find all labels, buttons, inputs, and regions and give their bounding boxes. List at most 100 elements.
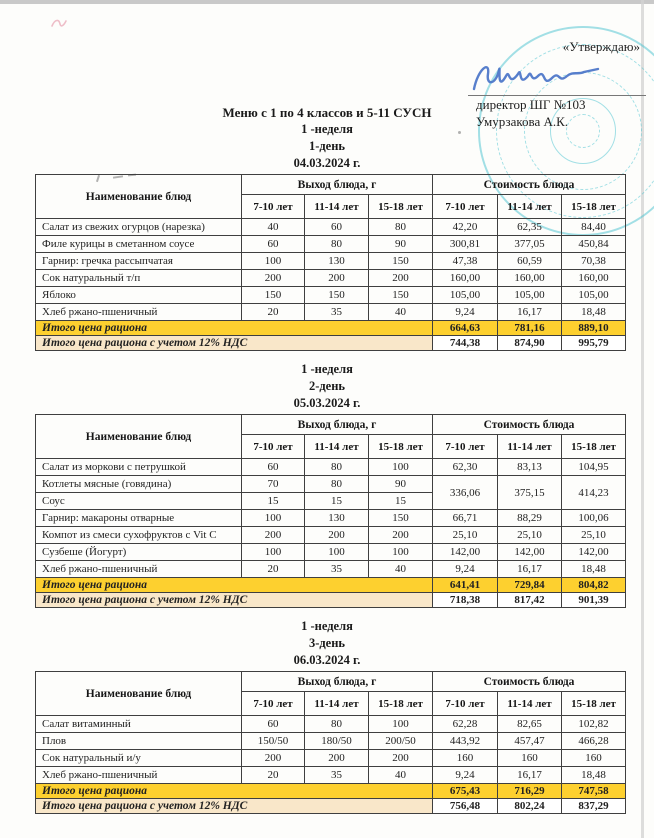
header-row-groups: Наименование блюд Выход блюда, г Стоимость…	[35, 414, 627, 459]
cost-value: 16,17	[497, 766, 563, 784]
output-value: 150	[367, 509, 434, 527]
dish-row: Сок натуральный т/п 200 200 200 160,00 160,00…	[35, 269, 627, 287]
col-header-age: 7-10 лет	[241, 434, 305, 459]
output-value: 15	[367, 492, 434, 510]
output-value: 60	[241, 458, 305, 476]
cost-value: 16,17	[497, 560, 563, 578]
cost-value: 300,81	[432, 235, 499, 253]
cost-value: 25,10	[561, 526, 627, 544]
dish-name: Гарнир: макароны отварные	[35, 509, 242, 527]
total-value: 664,63	[432, 320, 499, 336]
dish-row: Салат витаминный 60 80 100 62,28 82,65 102,82	[35, 715, 627, 733]
cost-value: 105,00	[561, 286, 627, 304]
dish-name: Салат из моркови с петрушкой	[35, 458, 242, 476]
total-vat-label: Итого цена рациона с учетом 12% НДС	[34, 592, 434, 608]
col-group-cost: Стоимость блюда	[432, 671, 627, 692]
dish-name: Соус	[35, 492, 242, 510]
dish-row: Салат из моркови с петрушкой 60 80 100 62,30…	[35, 458, 627, 476]
total-row: Итого цена рациона 675,43 716,29 747,58	[34, 783, 627, 799]
cost-value: 414,23	[561, 475, 627, 510]
col-header-dish-name: Наименование блюд	[35, 174, 242, 219]
col-header-age: 7-10 лет	[241, 691, 305, 716]
output-value: 180/50	[304, 732, 369, 750]
dish-name: Филе курицы в сметанном соусе	[35, 235, 242, 253]
dish-name: Сок натуральный т/п	[35, 269, 242, 287]
output-value: 200	[367, 526, 434, 544]
approval-block: «Утверждаю» директор ШГ №103 Умурзакова …	[468, 38, 646, 130]
cost-value: 160,00	[561, 269, 627, 287]
subtitle-line: 3-день	[308, 636, 346, 650]
header-row-ages: 7-10 лет 11-14 лет 15-18 лет 7-10 лет 11-14 …	[36, 194, 627, 219]
total-value: 641,41	[432, 577, 499, 593]
menu-table: Наименование блюд Выход блюда, г Стоимость…	[34, 174, 627, 351]
dish-row: Салат из свежих огурцов (нарезка) 40 60 80 4…	[35, 218, 627, 236]
dish-name: Гарнир: гречка рассыпчатая	[35, 252, 242, 270]
dish-row: Сузбеше (Йогурт) 100 100 100 142,00 142,00 142…	[35, 543, 627, 561]
cost-value: 142,00	[497, 543, 563, 561]
output-value: 80	[304, 715, 369, 733]
dish-row: Яблоко 150 150 150 105,00 105,00 105,00	[35, 286, 627, 304]
output-value: 200	[241, 749, 305, 767]
output-value: 35	[304, 303, 369, 321]
cost-value: 443,92	[432, 732, 499, 750]
col-header-age: 11-14 лет	[497, 434, 563, 459]
output-value: 80	[367, 218, 434, 236]
dish-name: Хлеб ржано-пшеничный	[35, 766, 242, 784]
col-header-age: 11-14 лет	[497, 194, 563, 219]
total-label: Итого цена рациона	[34, 577, 434, 593]
day-section-1: 1 -неделя 1-день 04.03.2024 г. Наименование…	[0, 121, 654, 351]
dish-row: Плов 150/50 180/50 200/50 443,92 457,47 466,28	[35, 732, 627, 750]
col-group-cost: Стоимость блюда	[432, 414, 627, 435]
cost-value: 25,10	[497, 526, 563, 544]
output-value: 35	[304, 766, 369, 784]
cost-value: 336,06	[432, 475, 499, 510]
subtitle-line: 2-день	[308, 379, 346, 393]
menu-document: Меню с 1 по 4 классов и 5-11 СУСН 1 -нед…	[0, 105, 654, 814]
output-value: 40	[367, 766, 434, 784]
output-value: 40	[241, 218, 305, 236]
output-value: 200	[367, 749, 434, 767]
cost-value: 60,59	[497, 252, 563, 270]
output-value: 90	[367, 475, 434, 493]
dish-row: Гарнир: макароны отварные 100 130 150 66,71 8…	[35, 509, 627, 527]
day-subtitle: 1 -неделя 3-день 06.03.2024 г.	[0, 618, 654, 669]
total-vat-value: 837,29	[561, 798, 627, 814]
dish-row: Хлеб ржано-пшеничный 20 35 40 9,24 16,17 18,48	[35, 560, 627, 578]
total-vat-row: Итого цена рациона с учетом 12% НДС 744,3…	[34, 335, 627, 351]
signature-line	[468, 55, 646, 96]
col-header-age: 11-14 лет	[304, 194, 369, 219]
output-value: 35	[304, 560, 369, 578]
cost-value: 160	[432, 749, 499, 767]
total-label: Итого цена рациона	[34, 783, 434, 799]
cost-value: 47,38	[432, 252, 499, 270]
total-vat-label: Итого цена рациона с учетом 12% НДС	[34, 335, 434, 351]
col-header-age: 15-18 лет	[367, 691, 434, 716]
cost-value: 16,17	[497, 303, 563, 321]
total-vat-value: 817,42	[497, 592, 563, 608]
output-value: 200	[304, 526, 369, 544]
dish-row: Гарнир: гречка рассыпчатая 100 130 150 47,38…	[35, 252, 627, 270]
dish-row: Хлеб ржано-пшеничный 20 35 40 9,24 16,17 18,48	[35, 766, 627, 784]
col-group-cost: Стоимость блюда	[432, 174, 627, 195]
output-value: 150	[367, 252, 434, 270]
cost-value: 105,00	[432, 286, 499, 304]
cost-value: 142,00	[561, 543, 627, 561]
cost-value: 450,84	[561, 235, 627, 253]
cost-value: 160,00	[497, 269, 563, 287]
dish-name: Хлеб ржано-пшеничный	[35, 560, 242, 578]
output-value: 20	[241, 766, 305, 784]
approval-label: «Утверждаю»	[562, 39, 640, 54]
cost-value: 18,48	[561, 766, 627, 784]
col-header-age: 11-14 лет	[497, 691, 563, 716]
cost-value: 62,28	[432, 715, 499, 733]
cost-value: 9,24	[432, 560, 499, 578]
total-vat-row: Итого цена рациона с учетом 12% НДС 718,3…	[34, 592, 627, 608]
col-header-age: 7-10 лет	[241, 194, 305, 219]
output-value: 40	[367, 303, 434, 321]
col-header-age: 7-10 лет	[432, 194, 499, 219]
day-section-2: 1 -неделя 2-день 05.03.2024 г. Наименование…	[0, 361, 654, 608]
total-value: 675,43	[432, 783, 499, 799]
dish-row: Хлеб ржано-пшеничный 20 35 40 9,24 16,17 18,48	[35, 303, 627, 321]
approval-role: директор ШГ №103	[476, 97, 586, 112]
